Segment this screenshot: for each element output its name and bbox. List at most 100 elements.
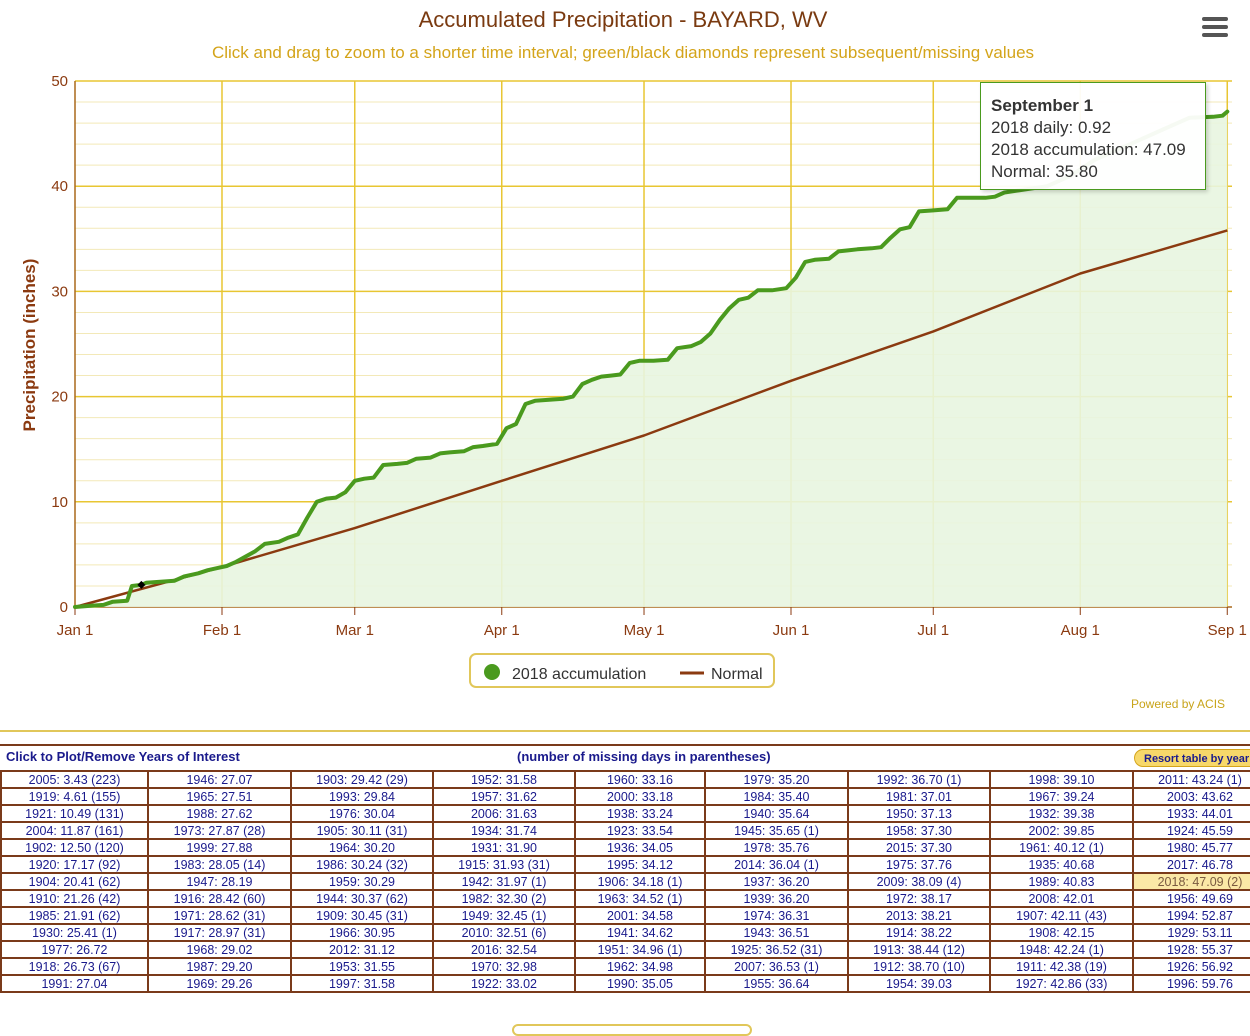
year-cell[interactable]: 1984: 35.40 <box>704 787 849 806</box>
year-cell[interactable]: 1931: 31.90 <box>432 838 576 857</box>
year-cell[interactable]: 1996: 59.76 <box>1132 974 1250 993</box>
year-cell[interactable]: 1935: 40.68 <box>989 855 1134 874</box>
year-cell[interactable]: 1969: 29.26 <box>147 974 292 993</box>
year-cell[interactable]: 1991: 27.04 <box>0 974 149 993</box>
year-cell[interactable]: 1919: 4.61 (155) <box>0 787 149 806</box>
year-cell[interactable]: 1923: 33.54 <box>574 821 706 840</box>
year-cell[interactable]: 2007: 36.53 (1) <box>704 957 849 976</box>
year-cell[interactable]: 1909: 30.45 (31) <box>290 906 434 925</box>
year-cell[interactable]: 1902: 12.50 (120) <box>0 838 149 857</box>
year-cell[interactable]: 2009: 38.09 (4) <box>847 872 991 891</box>
year-cell[interactable]: 1928: 55.37 <box>1132 940 1250 959</box>
year-cell[interactable]: 2018: 47.09 (2) <box>1132 872 1250 891</box>
year-cell[interactable]: 1965: 27.51 <box>147 787 292 806</box>
year-cell[interactable]: 1986: 30.24 (32) <box>290 855 434 874</box>
year-cell[interactable]: 1997: 31.58 <box>290 974 434 993</box>
year-cell[interactable]: 1974: 36.31 <box>704 906 849 925</box>
year-cell[interactable]: 1947: 28.19 <box>147 872 292 891</box>
year-cell[interactable]: 1958: 37.30 <box>847 821 991 840</box>
year-cell[interactable]: 1952: 31.58 <box>432 770 576 789</box>
legend-item-2018[interactable]: 2018 accumulation <box>484 664 646 683</box>
year-cell[interactable]: 1913: 38.44 (12) <box>847 940 991 959</box>
year-cell[interactable]: 1911: 42.38 (19) <box>989 957 1134 976</box>
year-cell[interactable]: 1936: 34.05 <box>574 838 706 857</box>
plot-area[interactable]: 0 10 20 30 40 50 Jan 1 Feb 1 Mar 1 Apr 1 May 1 Jun … <box>51 73 1247 639</box>
year-cell[interactable]: 1926: 56.92 <box>1132 957 1250 976</box>
year-cell[interactable]: 1954: 39.03 <box>847 974 991 993</box>
year-cell[interactable]: 1903: 29.42 (29) <box>290 770 434 789</box>
year-cell[interactable]: 1933: 44.01 <box>1132 804 1250 823</box>
year-cell[interactable]: 2005: 3.43 (223) <box>0 770 149 789</box>
year-cell[interactable]: 1908: 42.15 <box>989 923 1134 942</box>
year-cell[interactable]: 2003: 43.62 <box>1132 787 1250 806</box>
year-cell[interactable]: 1999: 27.88 <box>147 838 292 857</box>
year-cell[interactable]: 1905: 30.11 (31) <box>290 821 434 840</box>
year-cell[interactable]: 1982: 32.30 (2) <box>432 889 576 908</box>
year-cell[interactable]: 2000: 33.18 <box>574 787 706 806</box>
year-cell[interactable]: 1957: 31.62 <box>432 787 576 806</box>
year-cell[interactable]: 2006: 31.63 <box>432 804 576 823</box>
year-cell[interactable]: 1934: 31.74 <box>432 821 576 840</box>
year-cell[interactable]: 1983: 28.05 (14) <box>147 855 292 874</box>
year-cell[interactable]: 1942: 31.97 (1) <box>432 872 576 891</box>
year-cell[interactable]: 2011: 43.24 (1) <box>1132 770 1250 789</box>
year-cell[interactable]: 2017: 46.78 <box>1132 855 1250 874</box>
year-cell[interactable]: 1912: 38.70 (10) <box>847 957 991 976</box>
year-cell[interactable]: 2012: 31.12 <box>290 940 434 959</box>
year-cell[interactable]: 1943: 36.51 <box>704 923 849 942</box>
resort-table-button[interactable]: Resort table by year <box>1134 749 1250 767</box>
year-cell[interactable]: 1916: 28.42 (60) <box>147 889 292 908</box>
year-cell[interactable]: 1904: 20.41 (62) <box>0 872 149 891</box>
hamburger-menu-icon[interactable] <box>1198 12 1232 42</box>
year-cell[interactable]: 2004: 11.87 (161) <box>0 821 149 840</box>
year-cell[interactable]: 1998: 39.10 <box>989 770 1134 789</box>
year-cell[interactable]: 1938: 33.24 <box>574 804 706 823</box>
year-cell[interactable]: 1906: 34.18 (1) <box>574 872 706 891</box>
year-cell[interactable]: 1917: 28.97 (31) <box>147 923 292 942</box>
year-cell[interactable]: 1918: 26.73 (67) <box>0 957 149 976</box>
bottom-control[interactable] <box>512 1024 752 1036</box>
year-cell[interactable]: 1973: 27.87 (28) <box>147 821 292 840</box>
year-cell[interactable]: 1910: 21.26 (42) <box>0 889 149 908</box>
year-cell[interactable]: 1966: 30.95 <box>290 923 434 942</box>
year-cell[interactable]: 1907: 42.11 (43) <box>989 906 1134 925</box>
year-cell[interactable]: 1922: 33.02 <box>432 974 576 993</box>
year-cell[interactable]: 1963: 34.52 (1) <box>574 889 706 908</box>
year-cell[interactable]: 1929: 53.11 <box>1132 923 1250 942</box>
year-cell[interactable]: 1950: 37.13 <box>847 804 991 823</box>
year-cell[interactable]: 1960: 33.16 <box>574 770 706 789</box>
year-cell[interactable]: 1981: 37.01 <box>847 787 991 806</box>
year-cell[interactable]: 2013: 38.21 <box>847 906 991 925</box>
chart[interactable]: Accumulated Precipitation - BAYARD, WV C… <box>0 0 1250 730</box>
year-cell[interactable]: 1914: 38.22 <box>847 923 991 942</box>
year-cell[interactable]: 1956: 49.69 <box>1132 889 1250 908</box>
year-cell[interactable]: 1921: 10.49 (131) <box>0 804 149 823</box>
year-cell[interactable]: 1993: 29.84 <box>290 787 434 806</box>
year-cell[interactable]: 2014: 36.04 (1) <box>704 855 849 874</box>
year-cell[interactable]: 1941: 34.62 <box>574 923 706 942</box>
year-cell[interactable]: 1955: 36.64 <box>704 974 849 993</box>
year-cell[interactable]: 1927: 42.86 (33) <box>989 974 1134 993</box>
year-cell[interactable]: 1962: 34.98 <box>574 957 706 976</box>
year-cell[interactable]: 1968: 29.02 <box>147 940 292 959</box>
year-cell[interactable]: 2010: 32.51 (6) <box>432 923 576 942</box>
year-cell[interactable]: 1994: 52.87 <box>1132 906 1250 925</box>
year-cell[interactable]: 1967: 39.24 <box>989 787 1134 806</box>
year-cell[interactable]: 1920: 17.17 (92) <box>0 855 149 874</box>
year-cell[interactable]: 1944: 30.37 (62) <box>290 889 434 908</box>
year-cell[interactable]: 1990: 35.05 <box>574 974 706 993</box>
legend-item-normal[interactable]: Normal <box>680 666 763 683</box>
year-cell[interactable]: 1945: 35.65 (1) <box>704 821 849 840</box>
year-cell[interactable]: 1978: 35.76 <box>704 838 849 857</box>
year-cell[interactable]: 2008: 42.01 <box>989 889 1134 908</box>
year-cell[interactable]: 2016: 32.54 <box>432 940 576 959</box>
year-cell[interactable]: 1959: 30.29 <box>290 872 434 891</box>
year-cell[interactable]: 1949: 32.45 (1) <box>432 906 576 925</box>
year-cell[interactable]: 1995: 34.12 <box>574 855 706 874</box>
year-cell[interactable]: 1971: 28.62 (31) <box>147 906 292 925</box>
year-cell[interactable]: 2001: 34.58 <box>574 906 706 925</box>
year-cell[interactable]: 1985: 21.91 (62) <box>0 906 149 925</box>
year-cell[interactable]: 1992: 36.70 (1) <box>847 770 991 789</box>
year-cell[interactable]: 1953: 31.55 <box>290 957 434 976</box>
year-cell[interactable]: 1925: 36.52 (31) <box>704 940 849 959</box>
